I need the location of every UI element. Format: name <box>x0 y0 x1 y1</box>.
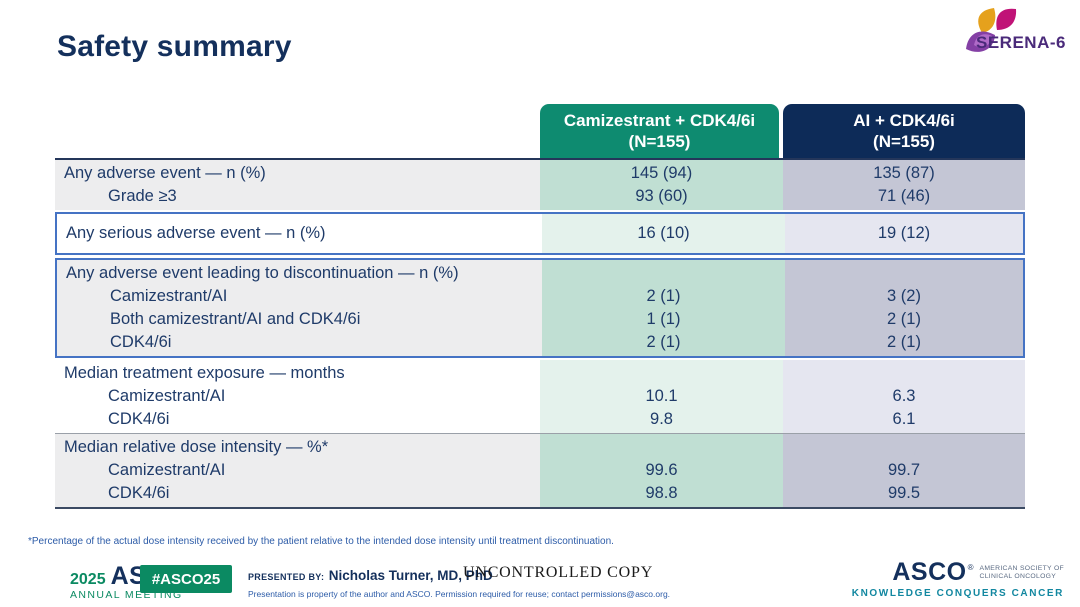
cell-value <box>783 436 1025 459</box>
page-title: Safety summary <box>57 30 292 63</box>
cell-value <box>542 262 785 285</box>
table-body: Any adverse event — n (%) Grade ≥3 145 (… <box>55 158 1025 509</box>
table-row-serious-adverse-event-highlighted: Any serious adverse event — n (%) 16 (10… <box>55 212 1025 255</box>
cell-value: 93 (60) <box>635 187 688 205</box>
row-sublabel: Both camizestrant/AI and CDK4/6i <box>110 310 361 328</box>
row-label: Any adverse event — n (%) <box>64 164 266 182</box>
row-sublabel: Grade ≥3 <box>108 187 177 205</box>
cell-value: 71 (46) <box>877 187 931 205</box>
column-header-n: (N=155) <box>873 132 935 151</box>
header-spacer <box>55 104 540 158</box>
presented-by: PRESENTED BY: Nicholas Turner, MD, PhD <box>248 567 493 585</box>
cell-value: 2 (1) <box>887 310 921 328</box>
row-label: Any adverse event leading to discontinua… <box>66 264 459 282</box>
row-sublabel: CDK4/6i <box>108 410 170 428</box>
cell-value: 99.5 <box>887 484 921 502</box>
serena-6-logo: SERENA-6 <box>948 6 1068 58</box>
column-header-camizestrant: Camizestrant + CDK4/6i (N=155) <box>540 104 779 158</box>
presented-by-label: PRESENTED BY: <box>248 572 325 582</box>
cell-value: 99.7 <box>887 461 921 479</box>
row-label: Median relative dose intensity — %* <box>64 438 329 456</box>
column-header-ai: AI + CDK4/6i (N=155) <box>783 104 1025 158</box>
cell-value: 1 (1) <box>646 310 681 328</box>
row-sublabel: Camizestrant/AI <box>108 387 226 405</box>
cell-value: 10.1 <box>645 387 678 405</box>
cell-value: 3 (2) <box>887 287 921 305</box>
hashtag-badge: #ASCO25 <box>140 565 232 593</box>
footnote: *Percentage of the actual dose intensity… <box>28 536 614 547</box>
asco-logo-text: ASCO <box>892 558 967 586</box>
row-label: Median treatment exposure — months <box>64 364 345 382</box>
cell-value <box>783 362 1025 385</box>
cell-value: 16 (10) <box>637 224 690 242</box>
uncontrolled-copy-watermark: UNCONTROLLED COPY <box>463 564 654 581</box>
column-header-n: (N=155) <box>628 132 691 151</box>
table-row-discontinuation-highlighted: Any adverse event leading to discontinua… <box>55 258 1025 358</box>
asco-tagline: KNOWLEDGE CONQUERS CANCER <box>851 588 1064 599</box>
registered-mark-icon: ® <box>967 563 974 572</box>
cell-value: 2 (1) <box>646 287 681 305</box>
row-label: Any serious adverse event — n (%) <box>66 224 326 242</box>
cell-value: 2 (1) <box>646 333 681 351</box>
cell-value <box>540 436 783 459</box>
cell-value <box>540 362 783 385</box>
table-row-dose-intensity: Median relative dose intensity — %* Cami… <box>55 433 1025 509</box>
table-header-row: Camizestrant + CDK4/6i (N=155) AI + CDK4… <box>55 104 1025 158</box>
column-header-label: AI + CDK4/6i <box>853 111 955 130</box>
cell-value: 6.3 <box>892 387 916 405</box>
row-sublabel: Camizestrant/AI <box>110 287 228 305</box>
asco-org-line1: AMERICAN SOCIETY OF <box>979 564 1064 572</box>
cell-value: 145 (94) <box>630 164 693 182</box>
cell-value: 99.6 <box>645 461 678 479</box>
serena-logo-text: SERENA-6 <box>976 33 1066 52</box>
cell-value: 19 (12) <box>877 224 931 242</box>
asco-org-line2: CLINICAL ONCOLOGY <box>979 572 1057 580</box>
permission-notice: Presentation is property of the author a… <box>248 589 671 599</box>
asco-society-logo: ASCO ® AMERICAN SOCIETY OF CLINICAL ONCO… <box>852 558 1064 599</box>
row-sublabel: CDK4/6i <box>110 333 172 351</box>
row-sublabel: Camizestrant/AI <box>108 461 226 479</box>
cell-value: 2 (1) <box>887 333 921 351</box>
table-row-any-adverse-event: Any adverse event — n (%) Grade ≥3 145 (… <box>55 160 1025 210</box>
safety-table: Camizestrant + CDK4/6i (N=155) AI + CDK4… <box>55 104 1025 509</box>
meeting-year: 2025 <box>70 571 106 588</box>
row-sublabel: CDK4/6i <box>108 484 170 502</box>
cell-value <box>785 262 1023 285</box>
cell-value: 98.8 <box>645 484 678 502</box>
table-row-treatment-exposure: Median treatment exposure — months Camiz… <box>55 360 1025 433</box>
cell-value: 135 (87) <box>873 164 935 182</box>
cell-value: 6.1 <box>892 410 916 428</box>
presenter-name: Nicholas Turner, MD, PhD <box>328 568 493 583</box>
column-header-label: Camizestrant + CDK4/6i <box>563 111 756 130</box>
cell-value: 9.8 <box>650 410 673 428</box>
